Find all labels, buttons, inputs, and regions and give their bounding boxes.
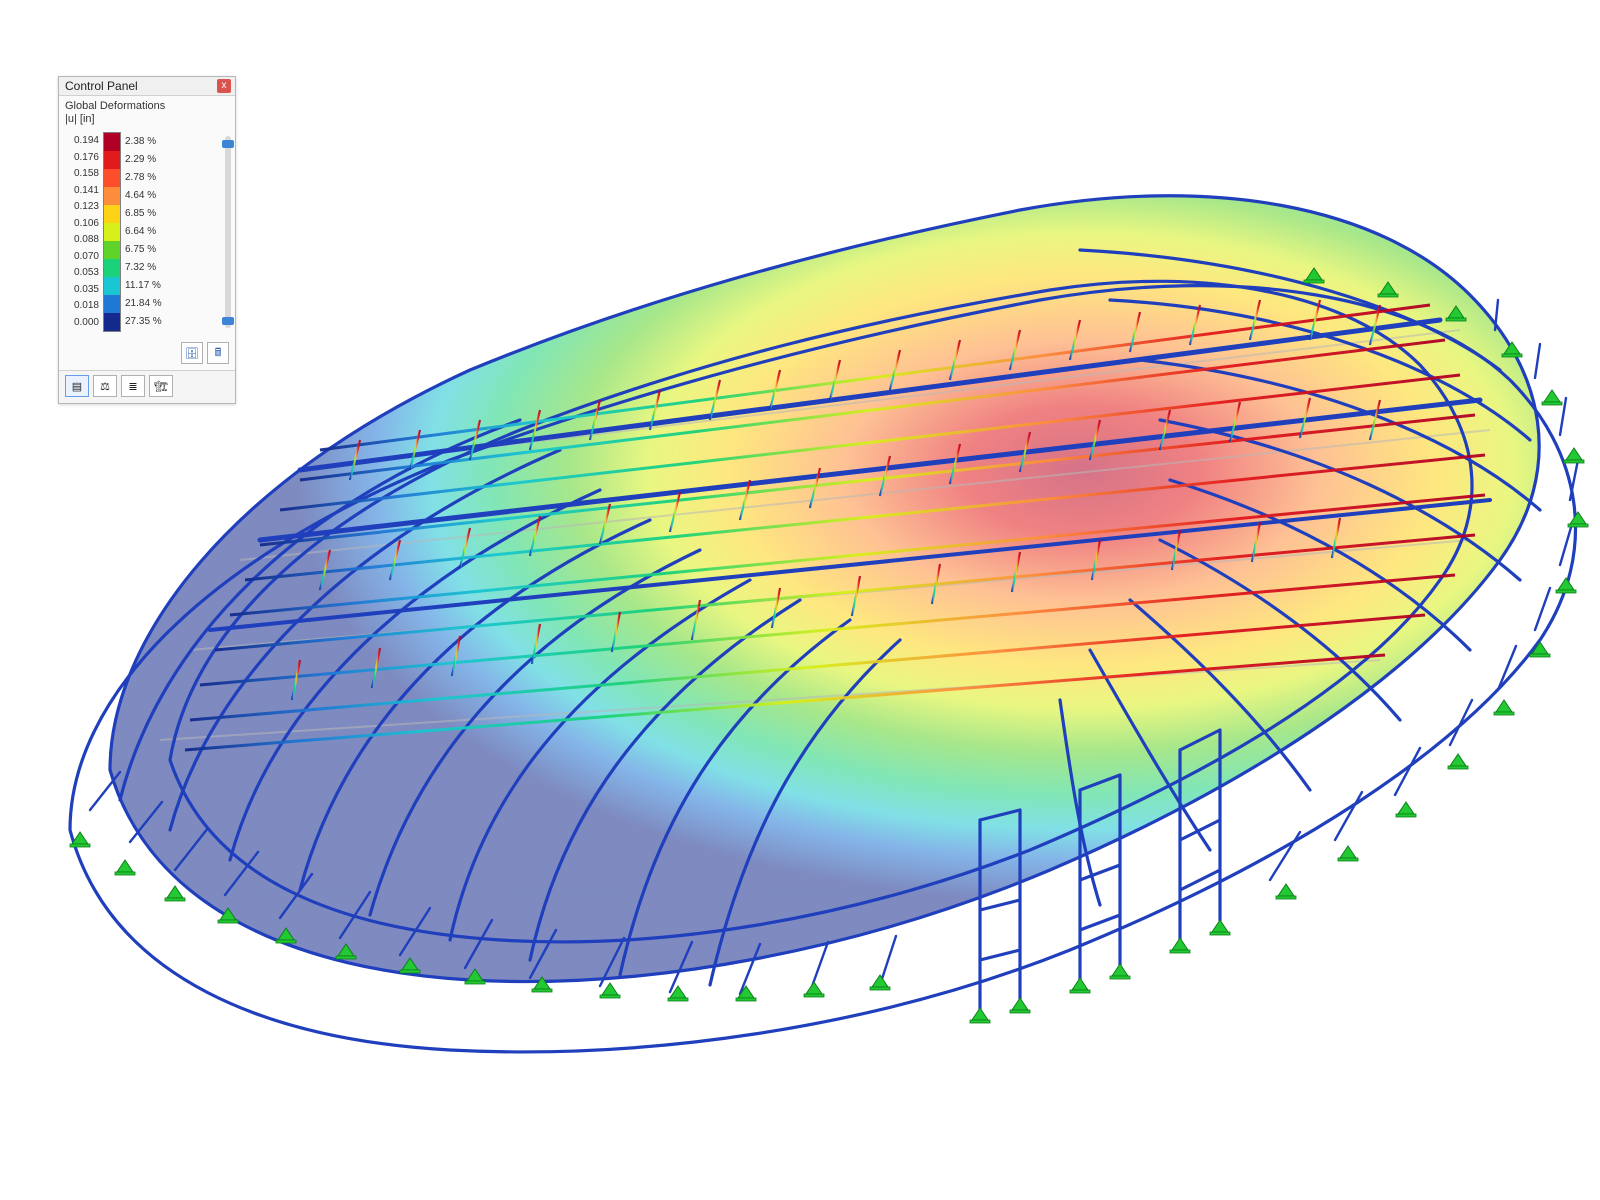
scale-tick: 0.035 bbox=[65, 281, 99, 298]
scale-percent: 6.85 % bbox=[125, 204, 163, 222]
tab-structure[interactable]: 🏗 bbox=[149, 375, 173, 397]
scale-tick: 0.194 bbox=[65, 132, 99, 149]
scale-color-cell bbox=[104, 313, 120, 331]
scale-percent: 2.38 % bbox=[125, 132, 163, 150]
tab-balance[interactable]: ⚖ bbox=[93, 375, 117, 397]
scale-color-cell bbox=[104, 205, 120, 223]
scale-color-cell bbox=[104, 169, 120, 187]
scale-percent: 6.64 % bbox=[125, 222, 163, 240]
color-scale: 0.1940.1760.1580.1410.1230.1060.0880.070… bbox=[59, 126, 235, 338]
fea-3d-viewport[interactable] bbox=[0, 0, 1600, 1200]
control-panel[interactable]: Control Panel x Global Deformations |u| … bbox=[58, 76, 236, 404]
scale-percent: 2.29 % bbox=[125, 150, 163, 168]
scale-tick-labels: 0.1940.1760.1580.1410.1230.1060.0880.070… bbox=[65, 132, 99, 330]
legend-options-button[interactable]: 🗄 bbox=[181, 342, 203, 364]
scale-percent: 21.84 % bbox=[125, 294, 163, 312]
close-icon[interactable]: x bbox=[217, 79, 231, 93]
scale-percent: 7.32 % bbox=[125, 258, 163, 276]
scale-tick: 0.106 bbox=[65, 215, 99, 232]
scale-percent: 27.35 % bbox=[125, 312, 163, 330]
color-range-slider[interactable] bbox=[225, 136, 231, 328]
slider-handle-bottom[interactable] bbox=[222, 317, 234, 325]
scale-percent: 6.75 % bbox=[125, 240, 163, 258]
scale-percent: 4.64 % bbox=[125, 186, 163, 204]
scale-color-cell bbox=[104, 295, 120, 313]
control-panel-title: Control Panel bbox=[65, 79, 138, 93]
panel-action-buttons: 🗄 🖩 bbox=[59, 338, 235, 370]
tab-list[interactable]: ≣ bbox=[121, 375, 145, 397]
slider-handle-top[interactable] bbox=[222, 140, 234, 148]
scale-color-cell bbox=[104, 223, 120, 241]
scale-tick: 0.053 bbox=[65, 264, 99, 281]
control-panel-titlebar[interactable]: Control Panel x bbox=[59, 77, 235, 96]
scale-tick: 0.176 bbox=[65, 149, 99, 166]
result-type-line2: |u| [in] bbox=[65, 113, 229, 126]
tab-palette[interactable]: ▤ bbox=[65, 375, 89, 397]
scale-tick: 0.088 bbox=[65, 231, 99, 248]
scale-tick: 0.141 bbox=[65, 182, 99, 199]
scale-percent: 2.78 % bbox=[125, 168, 163, 186]
result-type-line1: Global Deformations bbox=[65, 100, 229, 113]
scale-color-cell bbox=[104, 277, 120, 295]
scale-color-cell bbox=[104, 241, 120, 259]
scale-color-cell bbox=[104, 133, 120, 151]
scale-percent: 11.17 % bbox=[125, 276, 163, 294]
scale-percent-labels: 2.38 %2.29 %2.78 %4.64 %6.85 %6.64 %6.75… bbox=[125, 132, 163, 330]
scale-color-cell bbox=[104, 259, 120, 277]
panel-tabs: ▤⚖≣🏗 bbox=[59, 370, 235, 403]
scale-tick: 0.070 bbox=[65, 248, 99, 265]
result-table-button[interactable]: 🖩 bbox=[207, 342, 229, 364]
scale-color-cell bbox=[104, 151, 120, 169]
scale-colorbar bbox=[103, 132, 121, 332]
scale-tick: 0.158 bbox=[65, 165, 99, 182]
roof-contour-surface bbox=[110, 196, 1539, 982]
result-type-label: Global Deformations |u| [in] bbox=[59, 96, 235, 126]
scale-color-cell bbox=[104, 187, 120, 205]
scale-tick: 0.018 bbox=[65, 297, 99, 314]
scale-tick: 0.123 bbox=[65, 198, 99, 215]
scale-tick: 0.000 bbox=[65, 314, 99, 331]
